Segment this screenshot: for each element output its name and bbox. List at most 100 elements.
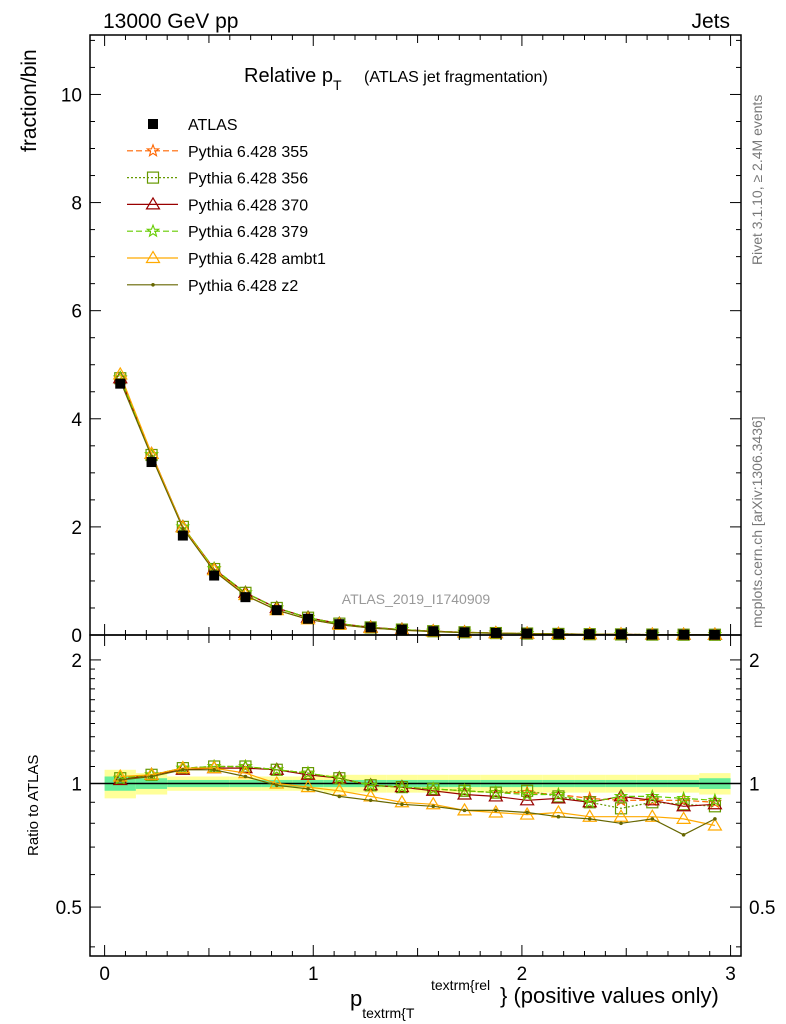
ratio-series-point: [582, 809, 598, 822]
ratio-series-point: [363, 777, 378, 792]
main-y-tick-label: 4: [71, 410, 82, 431]
main-y-tick-label: 8: [71, 194, 82, 215]
legend-entry: Pythia 6.428 370: [127, 196, 308, 214]
xlabel-subscript: textrm{T: [362, 1005, 415, 1021]
ratio-series-line: [120, 769, 716, 836]
ratio-series-point: [488, 784, 503, 799]
data-point: [365, 622, 376, 633]
data-point: [584, 629, 595, 640]
legend-label: Pythia 6.428 z2: [188, 278, 298, 295]
xlabel-suffix: } (positive values only): [500, 983, 719, 1008]
ratio-series-point: [462, 808, 467, 813]
ratio-series-point: [337, 794, 342, 799]
ratio-series-point: [425, 781, 441, 796]
data-point: [115, 378, 126, 389]
ratio-series-point: [494, 808, 498, 813]
ratio-series-point: [525, 810, 529, 815]
svg-text:Relative pT: Relative pT: [244, 65, 342, 93]
ratio-series-point: [707, 792, 723, 807]
legend-label: ATLAS: [188, 117, 238, 134]
ratio-y-tick-label: 1: [71, 774, 82, 795]
ratio-plot-frame: [89, 634, 742, 957]
legend-entry: Pythia 6.428 ambt1: [127, 250, 326, 268]
data-point: [522, 628, 533, 639]
ratio-series-point: [149, 774, 154, 779]
ratio-series-point: [212, 767, 216, 772]
main-title-text: Relative p: [244, 65, 333, 87]
ratio-series-point: [645, 788, 660, 803]
svg-text:ptextrm{T: ptextrm{T: [350, 986, 415, 1021]
data-point: [334, 619, 345, 630]
ratio-series-point: [676, 798, 692, 812]
legend-entry: Pythia 6.428 355: [127, 143, 308, 161]
legend-entry: Pythia 6.428 z2: [127, 278, 298, 295]
ratio-series-point: [368, 798, 373, 803]
ratio-series-point: [519, 806, 535, 820]
ratio-series-point: [238, 758, 253, 773]
ratio-series-point: [206, 760, 222, 774]
legend-label: Pythia 6.428 370: [188, 197, 308, 214]
ratio-series-point: [300, 765, 316, 780]
main-y-tick-label: 2: [71, 518, 82, 539]
ratio-series-point: [644, 809, 660, 822]
ratio-series-point: [243, 774, 248, 779]
ratio-y-tick-label-right: 0.5: [749, 898, 775, 919]
x-tick-label: 0: [99, 964, 110, 985]
ratio-series-point: [556, 814, 561, 819]
data-point: [396, 624, 407, 635]
ratio-y-tick-label-right: 2: [749, 651, 760, 672]
ratio-series-5: [118, 767, 717, 837]
legend-label: Pythia 6.428 379: [188, 224, 308, 241]
ratio-series-line: [120, 765, 715, 803]
legend-marker: [145, 223, 161, 238]
legend-marker: [145, 250, 161, 264]
data-point: [271, 605, 282, 616]
data-point: [209, 570, 220, 581]
data-point: [146, 457, 157, 468]
ratio-series-point: [582, 794, 597, 809]
ratio-series-point: [300, 779, 316, 793]
xlabel-superscript: textrm{rel: [431, 977, 490, 993]
main-title-suffix: (ATLAS jet fragmentation): [364, 69, 548, 86]
ratio-series-point: [521, 784, 534, 797]
ratio-series-point: [587, 817, 592, 821]
ratio-series-point: [394, 779, 410, 794]
ratio-series-point: [713, 817, 717, 821]
ratio-series-point: [676, 790, 691, 805]
ratio-series-point: [614, 802, 628, 815]
ratio-series-point: [488, 804, 504, 818]
main-data-series: [115, 378, 720, 640]
ratio-series-point: [676, 811, 692, 824]
ratio-series-point: [118, 778, 123, 782]
legend-marker: [145, 143, 161, 157]
main-ylabel: fraction/bin: [18, 49, 41, 152]
ratio-series-point: [332, 770, 347, 785]
ratio-y-tick-label: 0.5: [56, 898, 82, 919]
ratio-series-point: [181, 767, 185, 772]
analysis-watermark: ATLAS_2019_I1740909: [342, 591, 491, 607]
ratio-series-point: [431, 804, 436, 809]
ratio-series-point: [306, 787, 310, 791]
legend-marker: [148, 119, 158, 129]
ratio-ylabel: Ratio to ATLAS: [25, 755, 42, 856]
main-y-tick-label: 6: [71, 302, 82, 323]
mcplots-label: mcplots.cern.ch [arXiv:1306.3436]: [749, 416, 765, 628]
ratio-series-point: [175, 760, 191, 774]
ratio-series-point: [519, 786, 535, 801]
main-title-subscript: T: [333, 77, 342, 93]
ratio-series-point: [394, 779, 410, 793]
header-process: 13000 GeV pp: [103, 10, 238, 33]
data-point: [553, 628, 564, 639]
data-point: [240, 592, 251, 603]
xlabel-main: p: [350, 986, 362, 1011]
ratio-series-3: [112, 758, 723, 809]
ratio-series-point: [274, 783, 279, 788]
legend-entry: Pythia 6.428 356: [127, 171, 308, 188]
ratio-series-point: [551, 786, 566, 801]
ratio-series-point: [425, 783, 441, 796]
axes-layer: 0 2 4 6 8 10 0 1 2 3 0.5 0.5 1 1 2 2: [56, 34, 775, 985]
legend-marker: [145, 196, 161, 210]
data-point: [459, 627, 470, 638]
data-point: [490, 627, 501, 638]
